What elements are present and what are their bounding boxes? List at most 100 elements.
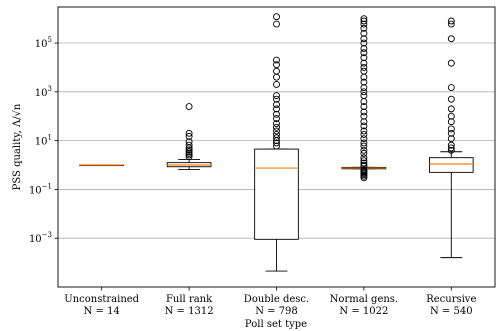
outlier-point (273, 139, 280, 147)
outlier-point (447, 118, 455, 126)
box-group (79, 164, 124, 167)
outlier-point (360, 92, 368, 100)
outlier-point (360, 39, 368, 47)
outlier-point (273, 13, 280, 21)
outlier-point (360, 44, 368, 52)
outlier-point (273, 115, 280, 123)
outlier-point (360, 67, 368, 75)
outlier-point (273, 92, 280, 100)
outlier-point (273, 127, 280, 135)
y-tick-exponent: 1 (48, 134, 52, 142)
category-label: Recursive (426, 294, 476, 305)
y-tick-label: 103 (35, 85, 52, 99)
box-group (429, 17, 474, 259)
y-tick-exponent: 3 (48, 85, 52, 93)
y-tick-label: 10−1 (29, 182, 52, 196)
outlier-point (185, 138, 193, 146)
outlier-point (360, 142, 368, 150)
outlier-point (185, 129, 193, 137)
iqr-box (429, 157, 474, 173)
category-label: Unconstrained (64, 294, 139, 305)
outlier-point (360, 149, 368, 157)
outlier-point (360, 166, 368, 174)
boxes (79, 13, 474, 272)
outlier-point (360, 135, 368, 143)
y-tick-label: 105 (35, 36, 52, 50)
category-label: Full rank (166, 294, 213, 305)
y-tick-base: 10 (29, 185, 42, 196)
box-group (341, 15, 387, 182)
outlier-point (360, 35, 368, 43)
outlier-point (447, 112, 455, 120)
outlier-point (447, 17, 455, 25)
outlier-point (273, 123, 280, 131)
outlier-point (360, 108, 368, 116)
outlier-point (447, 59, 455, 67)
category-count-label: N = 1022 (339, 306, 388, 317)
outlier-point (185, 103, 193, 110)
outlier-point (447, 146, 455, 154)
outlier-point (360, 161, 368, 169)
outlier-point (273, 95, 280, 103)
y-tick-base: 10 (29, 234, 42, 245)
outlier-point (360, 63, 368, 71)
outlier-point (447, 84, 455, 91)
outlier-point (273, 101, 280, 109)
outlier-point (360, 24, 368, 32)
outlier-point (185, 153, 193, 161)
outlier-point (360, 54, 368, 62)
category-count-label: N = 14 (84, 306, 120, 317)
y-tick-base: 10 (35, 88, 48, 99)
outlier-point (273, 142, 280, 150)
y-axis-label: PSS quality, Λ/√n (12, 103, 23, 190)
category-count-label: N = 798 (255, 306, 298, 317)
outlier-point (447, 95, 455, 103)
y-tick-exponent: 5 (48, 36, 52, 44)
box-group (166, 103, 212, 171)
box-group (254, 13, 299, 272)
outlier-point (360, 154, 368, 162)
outlier-point (273, 20, 280, 28)
outlier-point (273, 67, 280, 75)
outlier-point (360, 84, 368, 91)
category-label: Double desc. (244, 294, 309, 305)
outlier-point (360, 59, 368, 67)
outlier-point (273, 61, 280, 69)
outlier-point (273, 56, 280, 64)
outlier-point (360, 112, 368, 120)
outlier-point (273, 130, 280, 138)
category-count-label: N = 1312 (165, 306, 214, 317)
outlier-point (360, 49, 368, 57)
y-tick-exponent: −3 (42, 231, 52, 239)
outlier-point (360, 157, 368, 165)
outlier-point (360, 17, 368, 25)
outlier-point (185, 132, 193, 140)
outlier-point (185, 141, 193, 149)
y-tick-label: 10−3 (29, 231, 52, 245)
y-tick-base: 10 (35, 39, 48, 50)
y-tick-exponent: −1 (42, 182, 52, 190)
outlier-point (360, 78, 368, 86)
outlier-point (360, 29, 368, 37)
y-tick-base: 10 (35, 137, 48, 148)
outlier-point (360, 88, 368, 96)
x-axis-label: Poll set type (245, 319, 307, 330)
outlier-point (273, 73, 280, 81)
outlier-point (185, 146, 193, 154)
outlier-point (360, 139, 368, 147)
outlier-point (447, 35, 455, 43)
category-count-label: N = 540 (430, 306, 473, 317)
outlier-point (360, 15, 368, 23)
outlier-point (185, 148, 193, 156)
outlier-point (273, 110, 280, 118)
outlier-point (360, 20, 368, 28)
outlier-point (273, 134, 280, 142)
outlier-point (447, 129, 455, 137)
outlier-point (447, 141, 455, 149)
outlier-point (360, 122, 368, 130)
outlier-point (360, 118, 368, 126)
outlier-point (447, 105, 455, 113)
